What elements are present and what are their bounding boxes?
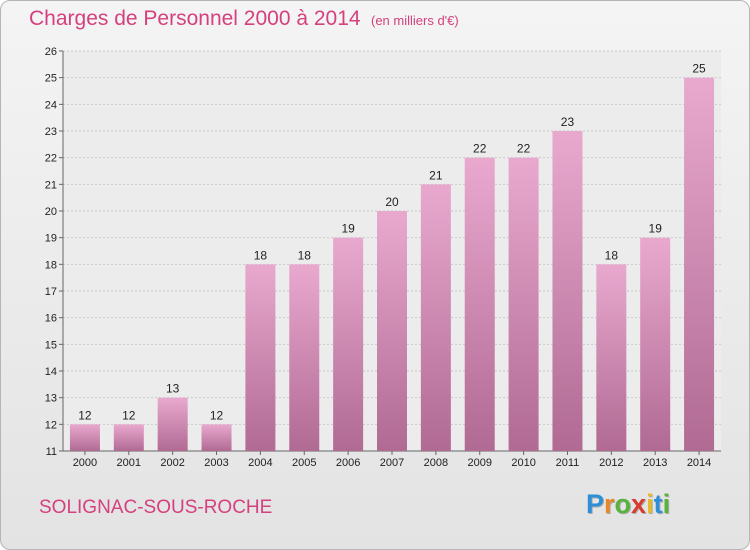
- x-tick-label: 2001: [117, 457, 141, 469]
- x-tick-label: 2000: [73, 457, 97, 469]
- bar: [245, 264, 276, 451]
- y-tick-label: 16: [45, 313, 57, 325]
- bar: [201, 424, 232, 451]
- data-label: 18: [298, 248, 312, 262]
- x-tick-label: 2005: [292, 457, 316, 469]
- chart-title: Charges de Personnel 2000 à 2014: [29, 7, 361, 30]
- bar: [157, 397, 188, 451]
- logo-letter: x: [631, 489, 647, 519]
- bar: [684, 77, 715, 452]
- y-tick-label: 15: [45, 339, 57, 351]
- x-tick-label: 2013: [643, 457, 667, 469]
- y-tick-label: 23: [45, 126, 57, 138]
- x-tick-label: 2007: [380, 457, 404, 469]
- y-tick-label: 21: [45, 179, 57, 191]
- chart-subtitle: (en milliers d'€): [371, 13, 459, 28]
- bar: [464, 157, 495, 451]
- data-label: 21: [429, 168, 443, 182]
- x-tick-label: 2010: [511, 457, 535, 469]
- data-label: 18: [254, 248, 268, 262]
- x-tick-label: 2012: [599, 457, 623, 469]
- proxiti-logo: Proxiti: [586, 489, 670, 520]
- data-label: 19: [341, 222, 355, 236]
- y-tick-label: 25: [45, 73, 57, 85]
- logo-letter: i: [662, 489, 671, 519]
- x-tick-label: 2014: [687, 457, 711, 469]
- x-tick-label: 2009: [467, 457, 491, 469]
- commune-name: SOLIGNAC-SOUS-ROCHE: [39, 497, 273, 518]
- bar: [377, 211, 407, 451]
- logo-letter: P: [586, 489, 605, 519]
- data-label: 18: [605, 248, 619, 262]
- x-tick-label: 2008: [424, 457, 448, 469]
- y-tick-label: 19: [45, 233, 57, 245]
- data-label: 12: [78, 408, 92, 422]
- bar: [289, 264, 320, 451]
- y-tick-label: 13: [45, 393, 57, 405]
- x-tick-label: 2003: [204, 457, 228, 469]
- bar: [333, 237, 364, 451]
- data-label: 13: [166, 382, 180, 396]
- x-tick-label: 2002: [160, 457, 184, 469]
- data-label: 25: [692, 62, 706, 76]
- data-label: 20: [385, 195, 399, 209]
- y-tick-label: 17: [45, 286, 57, 298]
- data-label: 22: [517, 142, 531, 156]
- x-tick-label: 2006: [336, 457, 360, 469]
- bar: [640, 237, 671, 451]
- data-label: 12: [122, 408, 136, 422]
- y-tick-label: 11: [46, 446, 57, 458]
- x-tick-label: 2011: [556, 457, 580, 469]
- bar: [69, 424, 100, 451]
- data-label: 19: [649, 222, 663, 236]
- y-tick-label: 14: [45, 366, 57, 378]
- bar: [420, 184, 451, 452]
- logo-letter: t: [653, 489, 663, 519]
- y-tick-label: 24: [45, 99, 57, 111]
- x-tick-label: 2004: [248, 457, 272, 469]
- y-tick-label: 18: [45, 259, 57, 271]
- y-tick-label: 22: [45, 153, 57, 165]
- data-label: 12: [210, 408, 224, 422]
- logo-letter: i: [646, 489, 654, 519]
- logo-letter: o: [614, 489, 632, 519]
- y-tick-label: 26: [45, 46, 57, 58]
- bar: [508, 157, 539, 451]
- data-label: 23: [561, 115, 575, 129]
- y-tick-label: 12: [45, 419, 57, 431]
- bar: [113, 424, 144, 451]
- logo-letter: r: [604, 489, 615, 519]
- y-tick-label: 20: [45, 206, 57, 218]
- data-label: 22: [473, 142, 487, 156]
- bar: [596, 264, 627, 451]
- bar: [552, 131, 583, 451]
